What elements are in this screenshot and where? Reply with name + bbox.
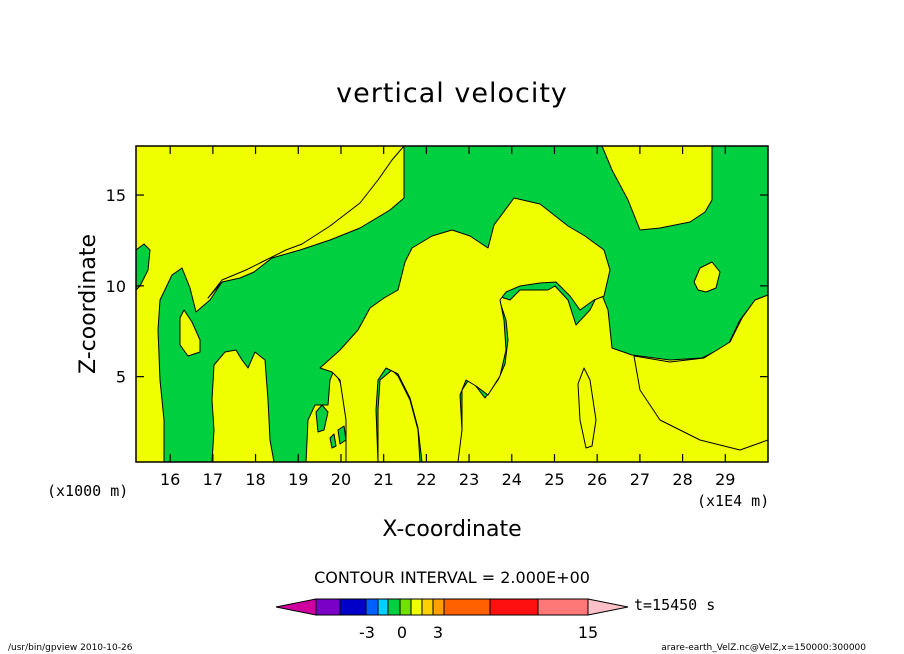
x-tick-label: 18 bbox=[245, 470, 265, 489]
positive-region-lower-right bbox=[577, 367, 597, 449]
x-tick-label: 28 bbox=[672, 470, 692, 489]
colorbar-tick-label: 15 bbox=[578, 623, 598, 642]
colorbar-swatch bbox=[432, 598, 445, 616]
x-ticks: 16 17 18 19 20 21 22 23 24 25 26 27 28 29 bbox=[160, 146, 735, 489]
colorbar-swatch bbox=[315, 598, 341, 616]
y-scale-label: (x1000 m) bbox=[47, 482, 128, 500]
positive-region-left-tongue bbox=[179, 309, 201, 357]
colorbar bbox=[275, 598, 629, 616]
positive-region-right-blob bbox=[693, 261, 721, 293]
colorbar-tick-label: -3 bbox=[359, 623, 375, 642]
colorbar-swatch bbox=[339, 598, 367, 616]
x-tick-label: 17 bbox=[203, 470, 223, 489]
colorbar-ticks: -3 0 3 15 bbox=[359, 623, 598, 642]
plot-area: 16 17 18 19 20 21 22 23 24 25 26 27 28 29 5 10 15 bbox=[106, 145, 769, 489]
x-tick-label: 19 bbox=[288, 470, 308, 489]
x-tick-label: 29 bbox=[715, 470, 735, 489]
colorbar-tick-label: 0 bbox=[397, 623, 407, 642]
colorbar-swatch bbox=[587, 598, 629, 616]
colorbar-swatch bbox=[443, 598, 491, 616]
y-tick-label: 15 bbox=[106, 186, 126, 205]
colorbar-swatch bbox=[275, 598, 317, 616]
x-tick-label: 24 bbox=[502, 470, 522, 489]
footer-left: /usr/bin/gpview 2010-10-26 bbox=[8, 643, 133, 653]
x-tick-label: 22 bbox=[416, 470, 436, 489]
negative-speckles bbox=[315, 404, 347, 449]
time-label: t=15450 s bbox=[634, 596, 715, 614]
plot-frame bbox=[135, 145, 769, 463]
colorbar-swatch bbox=[387, 598, 401, 616]
x-tick-label: 26 bbox=[587, 470, 607, 489]
y-axis-title: Z-coordinate bbox=[76, 234, 101, 374]
colorbar-swatch bbox=[377, 598, 389, 616]
colorbar-swatch bbox=[410, 598, 423, 616]
x-tick-label: 27 bbox=[630, 470, 650, 489]
positive-region-far-right bbox=[633, 294, 769, 451]
colorbar-swatch bbox=[399, 598, 412, 616]
x-scale-label: (x1E4 m) bbox=[697, 492, 769, 510]
colorbar-swatch bbox=[365, 598, 379, 616]
x-tick-label: 20 bbox=[331, 470, 351, 489]
colorbar-swatch bbox=[421, 598, 434, 616]
footer-right: arare-earth_VelZ.nc@VelZ,x=150000:300000 bbox=[661, 643, 866, 653]
x-tick-label: 25 bbox=[544, 470, 564, 489]
y-ticks: 5 10 15 bbox=[106, 186, 768, 387]
colorbar-swatch bbox=[537, 598, 589, 616]
y-tick-label: 10 bbox=[106, 277, 126, 296]
x-axis-title: X-coordinate bbox=[382, 517, 521, 542]
chart-title: vertical velocity bbox=[336, 78, 568, 109]
x-tick-label: 23 bbox=[459, 470, 479, 489]
velocity-field bbox=[135, 145, 769, 463]
positive-region-center bbox=[319, 197, 611, 463]
colorbar-swatch bbox=[489, 598, 539, 616]
x-tick-label: 16 bbox=[160, 470, 180, 489]
x-tick-label: 21 bbox=[373, 470, 393, 489]
colorbar-tick-label: 3 bbox=[433, 623, 443, 642]
y-tick-label: 5 bbox=[116, 368, 126, 387]
contour-interval-label: CONTOUR INTERVAL = 2.000E+00 bbox=[314, 568, 590, 587]
